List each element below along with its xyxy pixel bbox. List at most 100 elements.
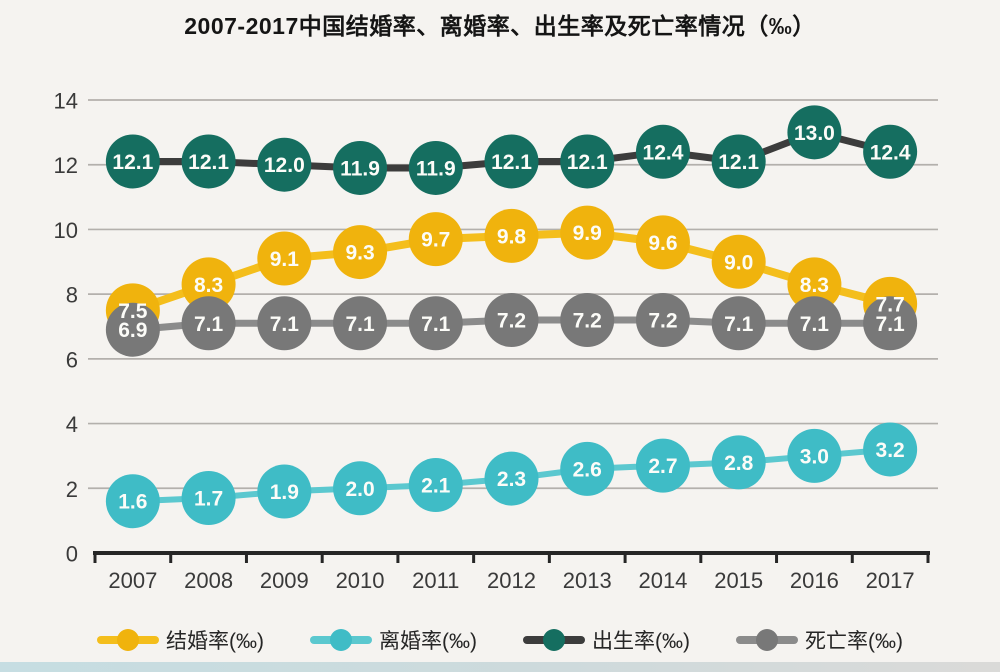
x-tick-label: 2017 xyxy=(866,568,915,593)
data-point-birth xyxy=(863,124,918,179)
data-point-divorce xyxy=(105,474,160,529)
data-label-divorce: 1.9 xyxy=(270,481,299,504)
data-label-death: 7.2 xyxy=(573,310,602,333)
x-tick-label: 2007 xyxy=(108,568,157,593)
data-label-marriage: 8.3 xyxy=(800,274,829,297)
data-point-divorce xyxy=(711,435,766,490)
data-label-marriage: 9.7 xyxy=(421,229,450,252)
data-point-birth xyxy=(105,134,160,189)
legend-item-birth: 出生率(‰) xyxy=(523,625,690,655)
data-point-birth xyxy=(635,124,690,179)
data-label-death: 7.1 xyxy=(800,313,830,336)
x-tick-label: 2009 xyxy=(260,568,309,593)
data-point-birth xyxy=(181,134,236,189)
data-label-birth: 12.4 xyxy=(870,141,911,164)
x-tick-label: 2016 xyxy=(790,568,839,593)
x-tick-label: 2012 xyxy=(487,568,536,593)
x-tick-label: 2010 xyxy=(336,568,385,593)
data-label-divorce: 2.1 xyxy=(421,475,451,498)
legend-marker-divorce-icon xyxy=(310,628,372,652)
data-label-death: 7.2 xyxy=(648,310,677,333)
data-label-divorce: 3.2 xyxy=(876,439,905,462)
data-point-death xyxy=(863,296,918,351)
data-label-divorce: 1.6 xyxy=(118,491,147,514)
data-point-divorce xyxy=(484,451,539,506)
y-tick-label: 12 xyxy=(54,153,78,178)
y-tick-label: 6 xyxy=(66,347,78,372)
data-label-death: 7.1 xyxy=(345,313,375,336)
data-point-divorce xyxy=(635,438,690,493)
data-point-marriage xyxy=(711,234,766,289)
data-label-birth: 11.9 xyxy=(416,157,456,180)
chart-canvas: 0 2 4 6 8 10 12 14 2007 2008 2009 2010 2011 2012 2013 2… xyxy=(54,89,938,593)
data-point-marriage xyxy=(484,208,539,263)
legend-label-divorce: 离婚率(‰) xyxy=(379,630,477,653)
data-label-marriage: 9.0 xyxy=(724,251,753,274)
data-label-divorce: 1.7 xyxy=(194,487,223,510)
data-label-marriage: 9.3 xyxy=(345,242,374,265)
data-label-birth: 12.1 xyxy=(718,151,759,174)
legend-marker-marriage-icon xyxy=(97,628,159,652)
data-point-birth xyxy=(787,105,842,160)
legend-label-marriage: 结婚率(‰) xyxy=(166,630,264,653)
data-label-birth: 12.4 xyxy=(643,141,684,164)
y-tick-label: 4 xyxy=(66,412,78,437)
y-tick-label: 0 xyxy=(66,542,78,567)
data-label-death: 7.1 xyxy=(724,313,754,336)
data-point-birth xyxy=(560,134,615,189)
legend-marker-birth-icon xyxy=(523,628,585,652)
data-point-divorce xyxy=(257,464,312,519)
data-point-death xyxy=(181,296,236,351)
data-point-divorce xyxy=(408,458,463,513)
legend-label-birth: 出生率(‰) xyxy=(592,630,690,653)
x-tick-label: 2015 xyxy=(714,568,763,593)
data-label-marriage: 8.3 xyxy=(194,274,223,297)
data-point-divorce xyxy=(560,441,615,496)
data-point-marriage xyxy=(635,215,690,270)
photo-bottom-strip xyxy=(0,662,1000,672)
data-point-marriage xyxy=(787,257,842,312)
data-point-death xyxy=(787,296,842,351)
data-point-marriage xyxy=(257,231,312,286)
data-label-birth: 12.1 xyxy=(188,151,229,174)
data-label-death: 7.1 xyxy=(876,313,906,336)
data-point-death xyxy=(257,296,312,351)
data-point-birth xyxy=(257,137,312,192)
data-point-divorce xyxy=(333,461,388,516)
data-label-birth: 12.1 xyxy=(567,151,608,174)
data-label-divorce: 2.7 xyxy=(648,455,677,478)
data-label-marriage: 9.9 xyxy=(573,222,602,245)
data-point-death xyxy=(711,296,766,351)
data-point-death xyxy=(560,293,615,348)
data-point-birth xyxy=(333,140,388,195)
data-label-death: 7.1 xyxy=(270,313,300,336)
data-point-death xyxy=(408,296,463,351)
data-label-marriage: 7.7 xyxy=(876,293,905,316)
data-label-marriage: 9.1 xyxy=(270,248,300,271)
data-label-divorce: 2.6 xyxy=(573,458,602,481)
data-point-marriage xyxy=(408,212,463,267)
y-tick-label: 14 xyxy=(54,89,78,114)
data-point-death xyxy=(105,302,160,357)
data-label-divorce: 2.8 xyxy=(724,452,754,475)
data-label-birth: 12.0 xyxy=(264,154,305,177)
y-tick-label: 8 xyxy=(66,283,78,308)
data-label-birth: 12.1 xyxy=(112,151,153,174)
legend-item-divorce: 离婚率(‰) xyxy=(310,625,477,655)
x-tick-label: 2008 xyxy=(184,568,233,593)
data-label-death: 7.1 xyxy=(194,313,224,336)
legend-item-death: 死亡率(‰) xyxy=(736,625,903,655)
data-point-birth xyxy=(408,140,463,195)
data-label-marriage: 9.8 xyxy=(497,225,527,248)
data-point-death xyxy=(333,296,388,351)
data-label-divorce: 2.0 xyxy=(345,478,374,501)
legend-label-death: 死亡率(‰) xyxy=(805,630,903,653)
data-label-death: 6.9 xyxy=(118,319,147,342)
legend: 结婚率(‰) 离婚率(‰) 出生率(‰) 死亡率(‰) xyxy=(0,621,1000,659)
data-point-marriage xyxy=(333,225,388,280)
data-label-death: 7.1 xyxy=(421,313,451,336)
data-label-birth: 12.1 xyxy=(491,151,532,174)
data-label-marriage: 9.6 xyxy=(648,232,677,255)
data-point-death xyxy=(635,293,690,348)
x-tick-label: 2014 xyxy=(638,568,687,593)
